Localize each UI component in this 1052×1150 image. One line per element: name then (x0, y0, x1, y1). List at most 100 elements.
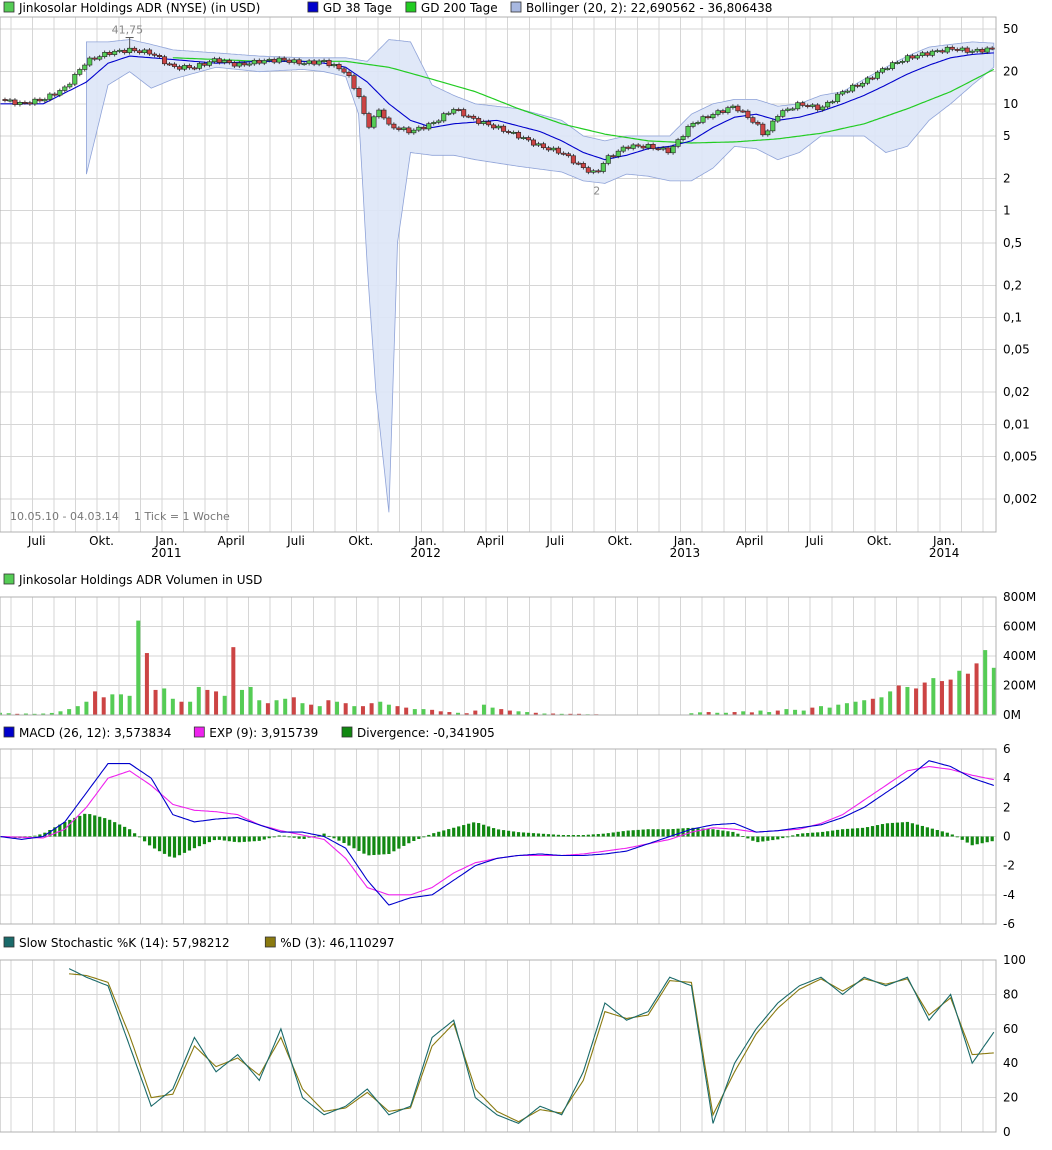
divergence-bar (576, 835, 580, 837)
x-tick-label: Okt. (867, 534, 892, 548)
divergence-bar (452, 827, 456, 837)
candle (396, 127, 402, 130)
y-tick-label: 400M (1003, 649, 1036, 663)
divergence-bar (162, 836, 167, 854)
volume-bar (914, 688, 919, 715)
divergence-bar (781, 836, 785, 839)
divergence-bar (586, 834, 590, 837)
candle (376, 109, 382, 118)
candle (456, 109, 462, 111)
volume-bar (291, 697, 296, 715)
candle (815, 104, 821, 111)
volume-bar (386, 704, 391, 715)
divergence-bar (447, 829, 451, 837)
price-tick-note: 1 Tick = 1 Woche (134, 510, 230, 523)
legend-swatch (510, 1, 522, 13)
candle (411, 129, 417, 134)
high-label: 41,75 (112, 24, 143, 37)
divergence-bar (412, 836, 416, 841)
divergence-bar (491, 828, 496, 837)
candle (840, 91, 846, 95)
candle (560, 152, 566, 155)
volume-bar (395, 706, 400, 715)
divergence-bar (197, 836, 202, 847)
divergence-bar (496, 829, 501, 837)
candle (47, 93, 53, 100)
legend-swatch (3, 726, 15, 738)
x-tick-label: April (217, 534, 244, 548)
candle (97, 56, 103, 60)
candle (461, 109, 467, 117)
divergence-bar (123, 826, 127, 837)
divergence-bar (222, 836, 226, 841)
candle (107, 52, 113, 55)
candle (346, 71, 352, 77)
divergence-bar (841, 829, 845, 837)
x-tick-label: Juli (545, 534, 564, 548)
candle (989, 47, 995, 50)
legend-label: Slow Stochastic %K (14): 57,98212 (19, 936, 230, 950)
candle (785, 108, 791, 111)
candle (775, 116, 781, 122)
y-tick-label: 0,2 (1003, 278, 1022, 292)
volume-bar (170, 698, 175, 715)
x-tick-year-label: 2011 (151, 546, 182, 560)
volume-plot-frame (0, 596, 997, 716)
divergence-bar (342, 836, 346, 844)
divergence-bar (88, 814, 92, 837)
volume-bar (905, 686, 910, 715)
volume-bar (231, 647, 236, 715)
divergence-bar (766, 836, 770, 841)
divergence-bar (631, 830, 635, 837)
divergence-bar (177, 836, 182, 856)
candle (326, 60, 332, 67)
candle (201, 63, 207, 66)
price-legend: Jinkosolar Holdings ADR (NYSE) (in USD) G… (3, 1, 772, 15)
divergence-bar (551, 834, 556, 837)
divergence-bar (282, 835, 286, 837)
volume-bar (879, 697, 884, 715)
candle (62, 86, 68, 91)
candle (441, 113, 447, 122)
candle (735, 105, 741, 112)
candle (276, 57, 282, 63)
candle (102, 52, 108, 58)
volume-bar (542, 713, 547, 715)
legend-label: Jinkosolar Holdings ADR (NYSE) (in USD) (18, 1, 260, 15)
divergence-bar (970, 836, 974, 846)
divergence-bar (118, 824, 122, 837)
volume-bar (784, 709, 789, 715)
candle (575, 162, 581, 165)
divergence-bar (511, 831, 516, 837)
volume-bar (758, 710, 763, 715)
volume-bar (162, 688, 167, 715)
candle (351, 75, 357, 89)
candle (760, 123, 766, 136)
divergence-bar (845, 828, 850, 837)
divergence-bar (721, 830, 725, 837)
candle (186, 65, 192, 69)
y-tick-label: 800M (1003, 590, 1036, 604)
y-tick-label: 0,1 (1003, 310, 1022, 324)
divergence-bar (826, 831, 830, 837)
volume-legend: Jinkosolar Holdings ADR Volumen in USD (3, 573, 262, 587)
x-tick-year-label: 2012 (410, 546, 441, 560)
candle (147, 49, 153, 55)
candle (112, 50, 118, 55)
volume-bar (551, 713, 556, 715)
y-tick-label: 20 (1003, 1091, 1018, 1105)
divergence-bar (990, 836, 994, 842)
divergence-bar (467, 823, 471, 837)
volume-bar (257, 700, 262, 715)
divergence-bar (910, 823, 915, 837)
y-tick-label: 0,02 (1003, 385, 1030, 399)
divergence-bar (736, 833, 740, 837)
candle (331, 64, 337, 67)
candle (471, 115, 477, 119)
divergence-bar (352, 836, 356, 849)
volume-bar (101, 697, 106, 715)
divergence-bar (292, 836, 296, 838)
candle (934, 50, 940, 53)
volume-bar (698, 712, 703, 715)
divergence-bar (811, 832, 815, 837)
